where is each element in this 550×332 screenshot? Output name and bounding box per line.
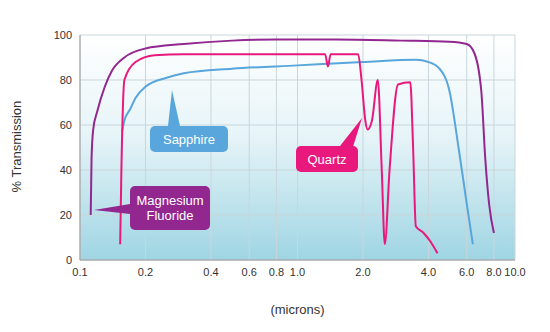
html-text:Quartz: Quartz bbox=[307, 151, 347, 167]
html-text:Sapphire: Sapphire bbox=[163, 131, 215, 147]
svg-text:2.0: 2.0 bbox=[355, 266, 370, 278]
svg-text:4.0: 4.0 bbox=[421, 266, 436, 278]
html-text:Magnesium Fluoride: Magnesium Fluoride bbox=[136, 193, 204, 223]
svg-text:40: 40 bbox=[60, 164, 72, 176]
svg-text:20: 20 bbox=[60, 209, 72, 221]
svg-text:10.0: 10.0 bbox=[504, 266, 525, 278]
svg-text:100: 100 bbox=[54, 29, 72, 41]
svg-text:1.0: 1.0 bbox=[290, 266, 305, 278]
svg-text:6.0: 6.0 bbox=[459, 266, 474, 278]
svg-text:0.8: 0.8 bbox=[269, 266, 284, 278]
svg-text:0.4: 0.4 bbox=[203, 266, 218, 278]
svg-text:0: 0 bbox=[66, 254, 72, 266]
svg-text:0.2: 0.2 bbox=[138, 266, 153, 278]
svg-text:8.0: 8.0 bbox=[486, 266, 501, 278]
svg-text:0.6: 0.6 bbox=[242, 266, 257, 278]
svg-text:80: 80 bbox=[60, 74, 72, 86]
svg-text:% Transmission: % Transmission bbox=[9, 101, 24, 193]
svg-text:60: 60 bbox=[60, 119, 72, 131]
svg-text:(microns): (microns) bbox=[270, 302, 324, 317]
svg-text:0.1: 0.1 bbox=[72, 266, 87, 278]
